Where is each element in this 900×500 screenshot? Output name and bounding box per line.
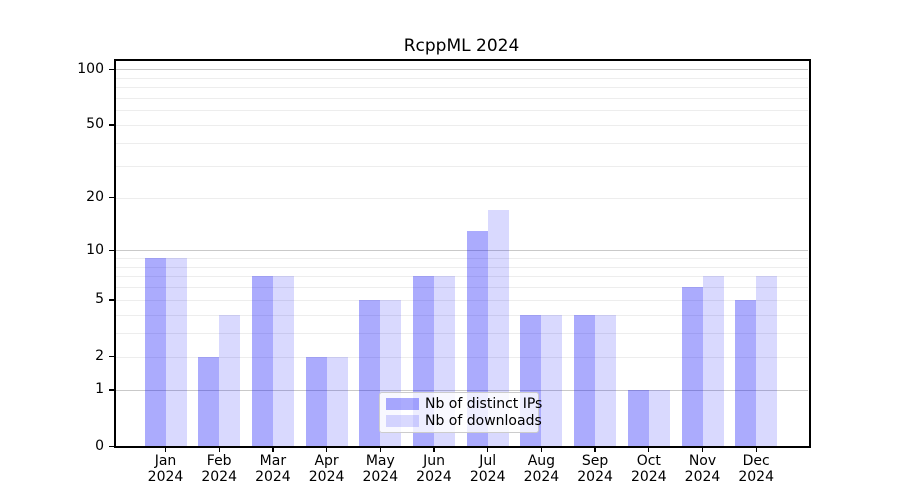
y-tick (109, 356, 114, 358)
y-tick (109, 68, 114, 70)
x-tick (755, 447, 757, 452)
y-tick-label: 20 (86, 189, 104, 205)
gridline-minor (115, 258, 808, 260)
bar-distinct-ips-feb (198, 356, 220, 447)
gridline-minor (115, 333, 808, 335)
x-tick-label: Aug 2024 (523, 453, 560, 485)
y-tick-label: 0 (95, 438, 104, 454)
bar-distinct-ips-may (359, 299, 381, 447)
x-tick-label: Jan 2024 (147, 453, 184, 485)
y-tick-label: 50 (86, 116, 104, 133)
y-tick (109, 389, 114, 391)
bar-downloads-dec (756, 276, 778, 447)
gridline-minor (115, 165, 808, 167)
gridline-minor (115, 87, 808, 89)
gridline-minor (115, 77, 808, 79)
x-tick-label: May 2024 (362, 453, 399, 485)
legend: Nb of distinct IPs Nb of downloads (379, 392, 542, 433)
bar-downloads-feb (219, 314, 241, 447)
gridline-minor (115, 142, 808, 144)
gridline-minor (115, 197, 808, 199)
gridline-minor (115, 287, 808, 289)
x-tick-label: Mar 2024 (255, 453, 291, 485)
x-tick-label: Jun 2024 (416, 453, 452, 485)
x-tick (325, 447, 328, 452)
legend-label: Nb of distinct IPs (425, 396, 543, 413)
bottom-spine (114, 446, 811, 448)
bar-downloads-nov (702, 276, 724, 447)
gridline-major (115, 389, 808, 391)
legend-swatch-distinct-ips (386, 398, 419, 411)
x-tick-label: Apr 2024 (308, 453, 345, 485)
bar-distinct-ips-dec (735, 299, 757, 447)
bar-distinct-ips-apr (305, 356, 327, 447)
legend-entry: Nb of downloads (386, 413, 542, 429)
x-tick (433, 447, 435, 452)
legend-entry: Nb of distinct IPs (386, 396, 542, 412)
y-tick-label: 2 (95, 348, 104, 365)
x-tick (164, 447, 167, 452)
bar-downloads-mar (272, 276, 294, 447)
gridline-minor (115, 124, 808, 126)
gridline-minor (115, 314, 808, 316)
y-tick (109, 299, 114, 301)
y-tick-label: 5 (95, 291, 104, 308)
top-spine (114, 59, 811, 61)
bar-downloads-aug (541, 314, 563, 447)
bar-downloads-sep (595, 314, 617, 447)
right-spine (809, 59, 811, 448)
x-tick-label: Oct 2024 (630, 453, 667, 485)
x-tick (648, 447, 650, 452)
legend-label: Nb of downloads (425, 412, 542, 429)
bar-downloads-apr (326, 356, 348, 447)
gridline-minor (115, 266, 808, 268)
gridline-minor (115, 299, 808, 301)
gridline-major (115, 69, 808, 70)
bar-distinct-ips-oct (627, 389, 649, 447)
x-tick-label: Nov 2024 (684, 453, 721, 485)
y-tick-label: 1 (95, 381, 104, 398)
x-tick-label: Sep 2024 (577, 453, 613, 485)
y-tick (109, 249, 114, 252)
x-tick (594, 447, 596, 452)
y-tick (109, 124, 114, 126)
bar-downloads-jan (165, 258, 187, 447)
bar-downloads-jul (487, 210, 509, 447)
left-spine (114, 59, 116, 448)
y-tick-label: 100 (77, 60, 104, 77)
y-tick (109, 197, 114, 199)
gridline-minor (115, 110, 808, 112)
x-tick (272, 447, 274, 452)
x-tick-label: Feb 2024 (201, 453, 237, 485)
chart-title: RcppML 2024 (403, 36, 520, 56)
x-tick (540, 447, 543, 452)
x-tick (379, 447, 381, 452)
bar-downloads-oct (648, 389, 670, 447)
y-tick (109, 446, 114, 448)
x-tick (218, 447, 220, 452)
gridline-minor (115, 276, 808, 278)
x-tick-label: Dec 2024 (738, 453, 774, 485)
legend-swatch-downloads (386, 414, 419, 427)
x-tick (487, 447, 489, 452)
x-tick (701, 447, 704, 452)
gridline-minor (115, 97, 808, 99)
gridline-minor (115, 356, 808, 358)
bar-distinct-ips-nov (681, 287, 703, 447)
bar-distinct-ips-sep (574, 314, 596, 447)
x-tick-label: Jul 2024 (469, 453, 506, 485)
bar-distinct-ips-jan (144, 258, 166, 447)
gridline-major (115, 250, 808, 252)
bar-distinct-ips-mar (251, 276, 273, 447)
y-tick-label: 10 (86, 241, 104, 258)
